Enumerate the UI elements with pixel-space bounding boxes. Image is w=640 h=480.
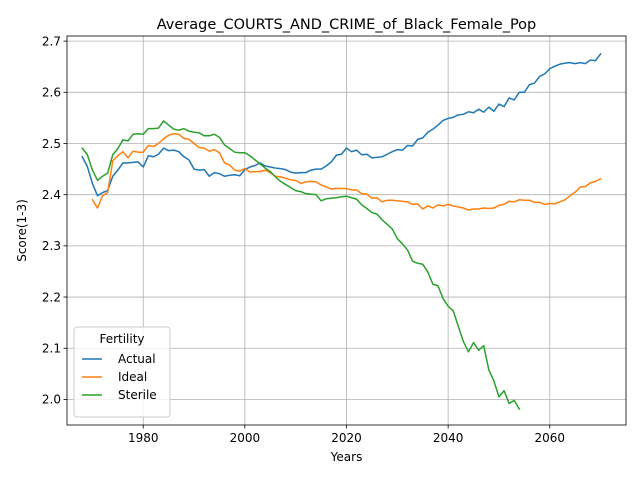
- x-axis-title: Years: [330, 450, 363, 464]
- y-tick-label: 2.7: [42, 34, 61, 48]
- x-tick-label: 2060: [534, 431, 565, 445]
- y-axis-ticks: 2.0 2.1 2.2 2.3 2.4 2.5 2.6 2.7: [42, 34, 67, 406]
- y-tick-label: 2.3: [42, 239, 61, 253]
- legend: Fertility Actual Ideal Sterile: [74, 327, 170, 417]
- x-tick-label: 2040: [433, 431, 464, 445]
- y-tick-label: 2.2: [42, 290, 61, 304]
- y-tick-label: 2.6: [42, 86, 61, 100]
- y-tick-label: 2.0: [42, 393, 61, 407]
- y-tick-label: 2.1: [42, 342, 61, 356]
- legend-label-sterile: Sterile: [118, 388, 157, 402]
- x-tick-label: 2020: [331, 431, 362, 445]
- chart-title: Average_COURTS_AND_CRIME_of_Black_Female…: [157, 17, 537, 33]
- legend-title: Fertility: [99, 332, 144, 346]
- y-axis-title: Score(1-3): [15, 199, 29, 262]
- y-tick-label: 2.5: [42, 137, 61, 151]
- x-axis-ticks: 1980 2000 2020 2040 2060: [128, 425, 565, 445]
- legend-items: Actual Ideal Sterile: [82, 352, 157, 402]
- y-tick-label: 2.4: [42, 188, 61, 202]
- legend-label-ideal: Ideal: [118, 370, 147, 384]
- x-tick-label: 2000: [230, 431, 261, 445]
- legend-label-actual: Actual: [118, 352, 156, 366]
- x-tick-label: 1980: [128, 431, 159, 445]
